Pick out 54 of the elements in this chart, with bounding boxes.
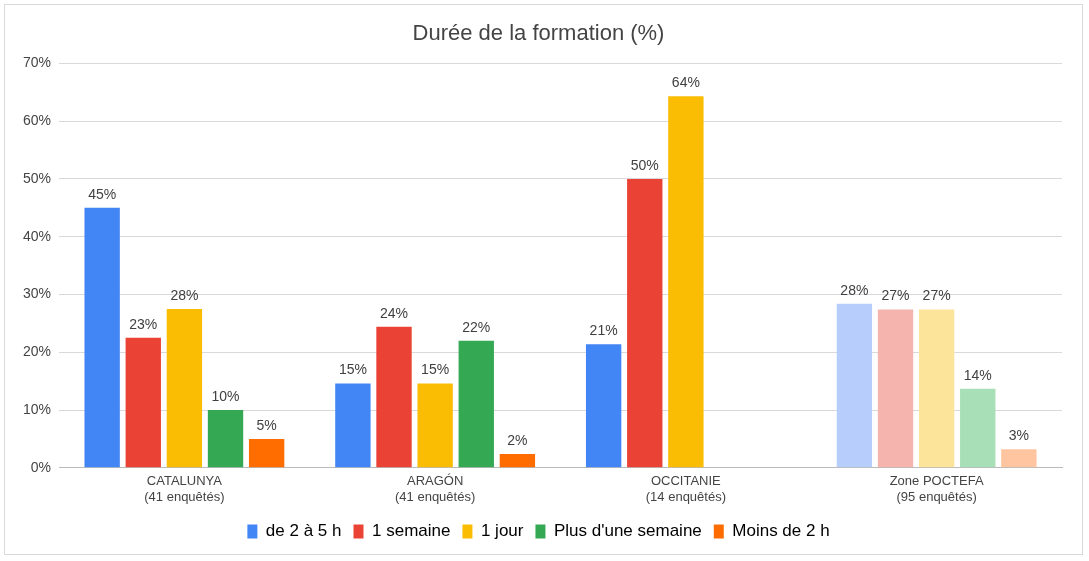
x-tick-label: OCCITANIE (14 enquêtés) <box>645 473 726 504</box>
bar <box>499 453 536 468</box>
bar <box>1001 449 1037 468</box>
y-tick-label: 40% <box>22 227 52 244</box>
data-label: 2% <box>507 431 528 448</box>
bar <box>585 344 622 468</box>
data-label: 45% <box>88 185 117 202</box>
y-tick-label: 70% <box>22 54 52 71</box>
bar <box>877 309 914 468</box>
legend-label: Moins de 2 h <box>732 521 830 541</box>
data-label: 24% <box>380 304 409 321</box>
data-label: 50% <box>630 156 659 173</box>
x-tick-label: ARAGÓN (41 enquêtés) <box>395 473 476 504</box>
legend-label: Plus d'une semaine <box>553 521 702 541</box>
data-label: 27% <box>881 287 910 304</box>
data-label: 15% <box>338 361 367 378</box>
bar <box>166 308 203 468</box>
y-tick-label: 20% <box>22 343 52 360</box>
chart-title: Durée de la formation (%) <box>412 20 665 46</box>
bar <box>960 388 996 468</box>
bar <box>125 337 161 468</box>
bar <box>918 309 955 468</box>
y-tick-label: 30% <box>22 285 52 302</box>
data-label: 5% <box>256 416 277 433</box>
data-label: 15% <box>421 361 450 378</box>
y-tick-label: 50% <box>22 169 52 186</box>
data-label: 28% <box>840 281 869 298</box>
bar <box>335 383 371 468</box>
bar <box>668 96 704 468</box>
legend-label: de 2 à 5 h <box>265 521 342 541</box>
bar <box>248 438 285 468</box>
data-label: 22% <box>462 318 491 335</box>
x-tick-label: Zone POCTEFA (95 enquêtés) <box>889 473 984 504</box>
data-label: 27% <box>922 287 951 304</box>
bar <box>627 178 663 468</box>
data-label: 23% <box>129 315 158 332</box>
data-label: 28% <box>170 286 199 303</box>
y-tick-label: 60% <box>22 112 52 129</box>
data-label: 64% <box>671 74 700 91</box>
x-tick-label: CATALUNYA (41 enquêtés) <box>144 473 225 504</box>
data-label: 10% <box>211 387 240 404</box>
y-tick-label: 0% <box>30 458 52 475</box>
data-label: 3% <box>1008 427 1029 444</box>
bar <box>836 303 873 468</box>
data-label: 14% <box>963 366 992 383</box>
legend-label: 1 semaine <box>371 521 451 541</box>
legend-label: 1 jour <box>480 521 524 541</box>
y-tick-label: 10% <box>22 400 52 417</box>
bar <box>376 326 412 468</box>
bar <box>458 340 494 468</box>
data-label: 21% <box>589 322 618 339</box>
bar <box>417 383 453 468</box>
bar <box>84 207 120 468</box>
bar <box>207 410 244 468</box>
